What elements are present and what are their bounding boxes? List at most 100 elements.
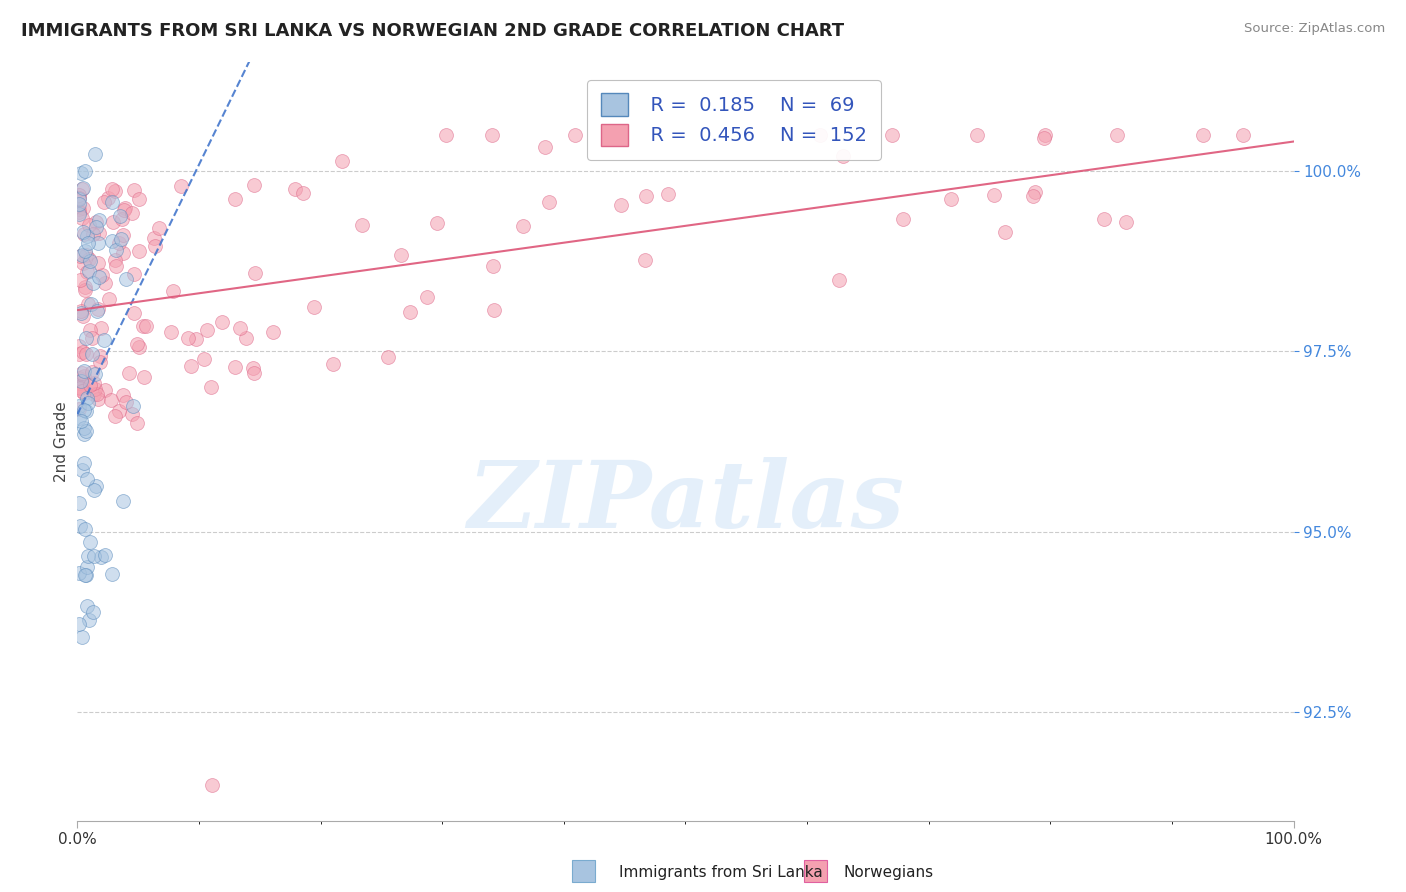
Point — [77, 236, 100, 251]
Point — [482, 302, 505, 317]
Point — [76, 472, 98, 486]
Point — [76, 228, 98, 243]
Point — [69, 374, 91, 388]
Point — [564, 128, 586, 142]
Point — [73, 427, 96, 442]
Point — [83, 483, 105, 498]
Point — [73, 420, 96, 434]
Point — [77, 252, 100, 266]
Point — [104, 184, 127, 198]
Point — [482, 259, 505, 273]
Point — [1092, 212, 1115, 227]
Point — [75, 164, 97, 178]
Point — [69, 249, 91, 263]
Point — [75, 280, 97, 294]
Text: Immigrants from Sri Lanka: Immigrants from Sri Lanka — [619, 865, 823, 880]
Point — [243, 266, 266, 280]
Point — [70, 166, 93, 180]
Point — [1191, 128, 1213, 142]
Point — [180, 359, 202, 373]
Point — [134, 370, 156, 384]
Legend:   R =  0.185    N =  69,   R =  0.456    N =  152: R = 0.185 N = 69, R = 0.456 N = 152 — [588, 79, 880, 160]
Point — [262, 325, 284, 339]
Point — [67, 617, 90, 632]
Point — [121, 206, 143, 220]
Point — [77, 297, 100, 311]
Point — [86, 235, 108, 250]
Point — [67, 204, 90, 219]
Point — [67, 402, 90, 417]
Point — [94, 548, 117, 562]
Point — [70, 631, 93, 645]
Point — [83, 549, 105, 563]
Point — [891, 212, 914, 227]
Point — [72, 344, 94, 359]
Point — [132, 318, 155, 333]
Point — [110, 232, 132, 246]
Point — [67, 566, 90, 580]
Point — [537, 194, 560, 209]
Point — [70, 414, 93, 428]
Point — [243, 366, 266, 380]
Point — [108, 210, 131, 224]
Point — [76, 599, 98, 613]
Point — [101, 567, 124, 582]
Point — [377, 350, 399, 364]
Point — [104, 259, 127, 273]
Point — [73, 403, 96, 417]
Point — [87, 302, 110, 317]
Point — [79, 254, 101, 268]
Point — [808, 128, 831, 142]
Point — [1024, 185, 1046, 199]
Point — [76, 392, 98, 406]
Point — [87, 256, 110, 270]
Y-axis label: 2nd Grade: 2nd Grade — [53, 401, 69, 482]
Point — [82, 276, 104, 290]
Point — [115, 271, 138, 285]
Point — [82, 605, 104, 619]
Point — [434, 128, 457, 142]
Point — [67, 378, 90, 392]
Point — [657, 186, 679, 201]
Point — [93, 195, 115, 210]
Point — [112, 202, 135, 217]
Point — [159, 325, 181, 339]
Point — [75, 347, 97, 361]
Point — [291, 186, 314, 200]
Point — [224, 359, 246, 374]
Point — [122, 267, 145, 281]
Point — [89, 213, 111, 227]
Point — [398, 305, 420, 319]
Point — [72, 384, 94, 399]
Point — [112, 227, 135, 242]
Point — [832, 149, 855, 163]
Point — [98, 293, 121, 307]
Point — [1107, 128, 1129, 142]
Point — [67, 370, 90, 384]
Point — [89, 349, 111, 363]
Point — [72, 211, 94, 226]
Point — [75, 244, 97, 258]
Point — [228, 321, 250, 335]
Point — [72, 201, 94, 215]
Point — [941, 193, 963, 207]
Point — [235, 331, 257, 345]
Point — [169, 178, 191, 193]
Point — [142, 230, 165, 244]
Point — [211, 315, 233, 329]
Point — [75, 404, 97, 418]
Point — [77, 613, 100, 627]
Point — [70, 181, 93, 195]
Point — [128, 244, 150, 258]
Point — [966, 128, 988, 142]
Point — [77, 264, 100, 278]
Point — [76, 560, 98, 574]
Point — [636, 189, 658, 203]
Point — [104, 252, 127, 267]
Point — [284, 182, 307, 196]
Point — [67, 188, 90, 202]
Point — [75, 522, 97, 536]
Point — [145, 238, 167, 252]
Point — [80, 297, 103, 311]
Point — [983, 188, 1005, 202]
